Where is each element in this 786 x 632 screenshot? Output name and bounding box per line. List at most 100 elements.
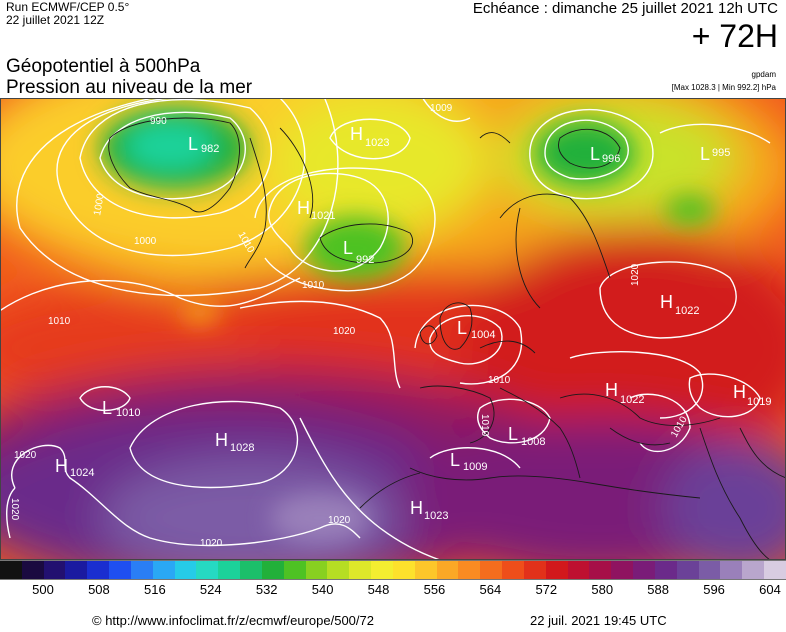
isobar-value: 1020 <box>328 515 351 526</box>
pressure-center-value: 1028 <box>230 442 254 454</box>
forecast-hour: + 72H <box>691 18 778 54</box>
scale-swatch <box>240 561 262 579</box>
scale-label: 500 <box>32 582 54 597</box>
scale-label: 516 <box>143 582 166 597</box>
map-subtitle: Pression au niveau de la mer <box>6 77 253 98</box>
pressure-range: [Max 1028.3 | Min 992.2] hPa <box>671 83 776 92</box>
scale-swatch <box>742 561 764 579</box>
weather-map: L 982 H 1023 L 996 L 995 H 1021 L 992 H … <box>0 98 786 560</box>
source-url[interactable]: © http://www.infoclimat.fr/z/ecmwf/europ… <box>92 613 374 628</box>
pressure-center-value: 1010 <box>116 407 140 419</box>
scale-swatch <box>261 561 284 579</box>
pressure-center-value: 1023 <box>424 510 448 522</box>
scale-swatch <box>152 561 175 579</box>
scale-label: 540 <box>311 582 334 597</box>
scale-label: 532 <box>255 582 278 597</box>
pressure-center-value: 1009 <box>463 461 487 473</box>
scale-swatch <box>763 561 786 579</box>
pressure-center-value: 1023 <box>365 137 389 149</box>
scale-swatch <box>0 561 22 579</box>
scale-label: 564 <box>479 582 502 597</box>
isobar-value: 1020 <box>14 450 37 461</box>
generation-date: 22 juil. 2021 19:45 UTC <box>530 613 667 628</box>
pressure-center-letter: L <box>188 134 198 154</box>
scale-swatch <box>480 561 503 579</box>
isobar-value: 1020 <box>333 326 356 337</box>
color-scale <box>0 560 786 580</box>
scale-swatch <box>611 561 634 579</box>
map-title: Géopotentiel à 500hPa <box>6 56 201 77</box>
pressure-center-value: 1021 <box>311 210 335 222</box>
scale-swatch <box>283 561 306 579</box>
scale-swatch <box>349 561 372 579</box>
isobar-value: 1020 <box>9 498 20 521</box>
isobar-value: 1000 <box>92 192 107 216</box>
scale-swatch <box>654 561 677 579</box>
isobar-value: 1010 <box>479 414 490 437</box>
coastlines <box>108 117 786 560</box>
scale-swatch <box>392 561 415 579</box>
scale-swatch <box>327 561 350 579</box>
pressure-center-value: 1022 <box>620 394 644 406</box>
scale-swatch <box>414 561 437 579</box>
pressure-center-value: 1008 <box>521 436 545 448</box>
scale-swatch <box>698 561 721 579</box>
pressure-center-letter: H <box>297 198 310 218</box>
scale-swatch <box>305 561 328 579</box>
scale-swatch <box>545 561 568 579</box>
scale-swatch <box>720 561 743 579</box>
scale-swatch <box>130 561 153 579</box>
isobar-value: 1009 <box>430 103 453 114</box>
scale-swatch <box>196 561 219 579</box>
scale-swatch <box>21 561 44 579</box>
run-date: 22 juillet 2021 12Z <box>6 13 105 27</box>
isobar-value: 990 <box>150 116 167 127</box>
isobar-value: 1010 <box>48 316 71 327</box>
forecast-valid-time: Echéance : dimanche 25 juillet 2021 12h … <box>472 0 778 17</box>
pressure-center-value: 992 <box>356 254 374 266</box>
scale-swatch <box>567 561 590 579</box>
pressure-center-letter: L <box>343 238 353 258</box>
pressure-center-letter: H <box>410 498 423 518</box>
scale-swatch <box>65 561 88 579</box>
scale-swatch <box>43 561 66 579</box>
pressure-center-value: 995 <box>712 147 730 159</box>
pressure-center-value: 1022 <box>675 305 699 317</box>
scale-swatch <box>109 561 131 579</box>
scale-swatch <box>436 561 459 579</box>
scale-swatch <box>87 561 110 579</box>
scale-label: 548 <box>367 582 390 597</box>
color-scale-labels: 500 508 516 524 532 540 548 556 564 572 580 588 596 6… <box>0 582 786 602</box>
isobar-value: 1010 <box>488 375 511 386</box>
pressure-center-value: 996 <box>602 153 620 165</box>
pressure-center-letter: L <box>590 144 600 164</box>
scale-swatch <box>633 561 655 579</box>
pressure-center-letter: L <box>508 424 518 444</box>
scale-label: 604 <box>759 582 781 597</box>
geopotential-field: L 982 H 1023 L 996 L 995 H 1021 L 992 H … <box>0 98 786 560</box>
pressure-center-letter: H <box>350 124 363 144</box>
scale-label: 580 <box>591 582 614 597</box>
pressure-center-letter: H <box>733 382 746 402</box>
isobar-value: 1010 <box>302 280 325 291</box>
pressure-center-letter: H <box>605 380 618 400</box>
scale-label: 588 <box>647 582 669 597</box>
brand-label: gpdam <box>751 70 776 79</box>
isobars <box>0 98 771 560</box>
pressure-center-value: 1019 <box>747 396 771 408</box>
scale-swatch <box>458 561 481 579</box>
scale-swatch <box>523 561 546 579</box>
pressure-center-letter: H <box>55 456 68 476</box>
pressure-center-letter: L <box>450 450 460 470</box>
pressure-center-letter: L <box>457 318 467 338</box>
scale-label: 556 <box>423 582 446 597</box>
run-info: Run ECMWF/CEP 0.5° <box>6 0 130 14</box>
isobar-value: 1020 <box>630 263 641 286</box>
pressure-center-value: 1024 <box>70 467 94 479</box>
pressure-center-value: 982 <box>201 143 219 155</box>
pressure-centers: L 982 H 1023 L 996 L 995 H 1021 L 992 H … <box>55 124 771 522</box>
pressure-center-letter: H <box>215 430 228 450</box>
scale-swatch <box>589 561 612 579</box>
pressure-center-value: 1004 <box>471 329 495 341</box>
scale-swatch <box>502 561 524 579</box>
